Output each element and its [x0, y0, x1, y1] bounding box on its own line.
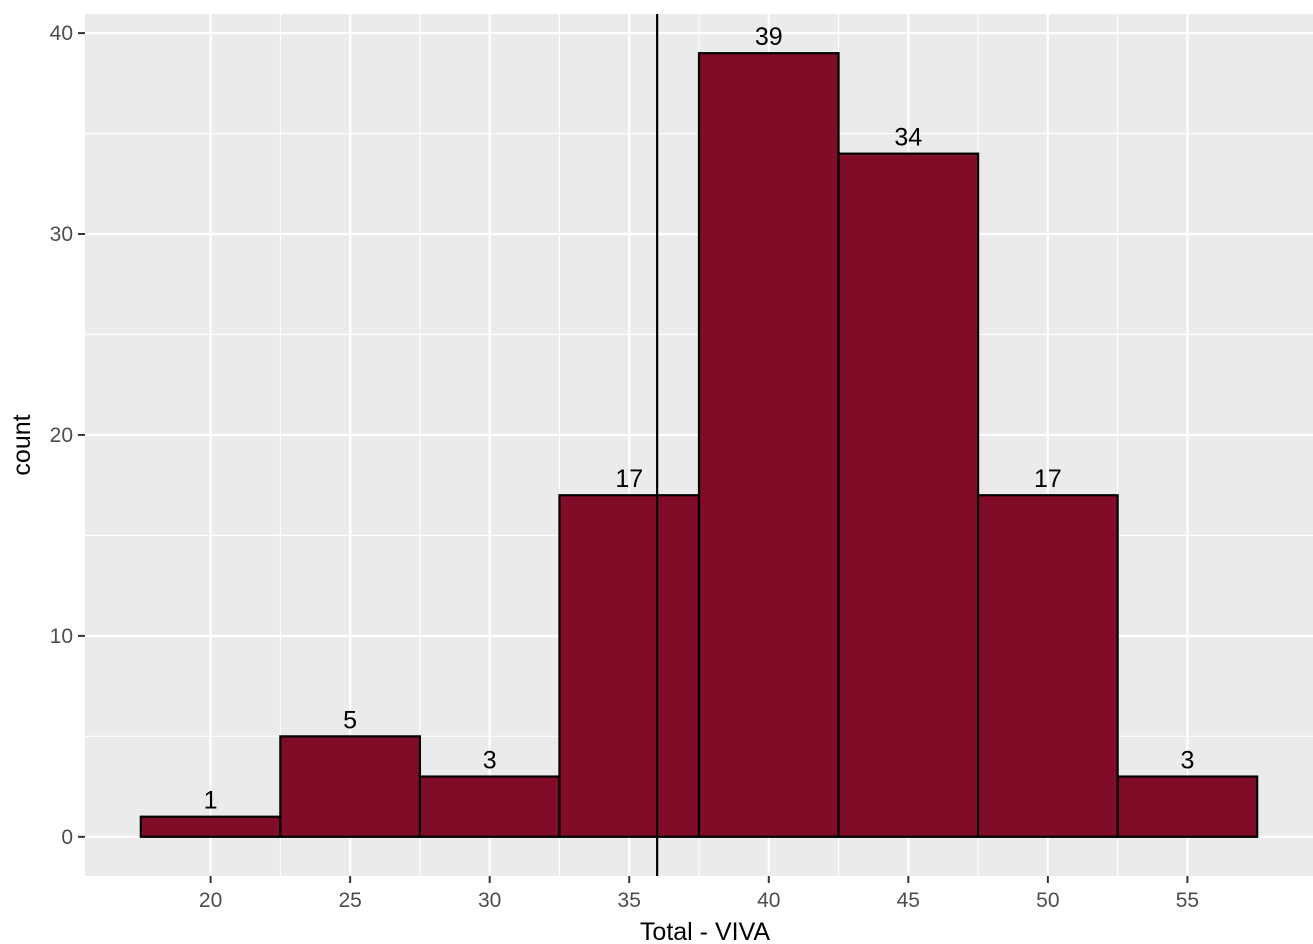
x-axis: 20 25 30 35 40 45 50 55: [199, 876, 1199, 912]
y-tick-label: 40: [50, 22, 73, 45]
bar-value-label: 17: [615, 465, 643, 493]
x-tick-label: 45: [897, 889, 920, 912]
x-axis-title: Total - VIVA: [640, 918, 770, 944]
bar-data-labels: 1 5 3 17 39 34 17 3: [204, 23, 1195, 815]
y-axis-title: count: [8, 414, 36, 475]
histogram-bar: [1116, 775, 1259, 838]
histogram-bar: [418, 775, 561, 838]
histogram-bar: [558, 494, 701, 838]
bar-value-label: 1: [204, 787, 218, 815]
y-tick-label: 0: [61, 826, 73, 849]
histogram-bars: [139, 52, 1259, 838]
bar-value-label: 5: [343, 706, 357, 734]
bar-value-label: 3: [1180, 747, 1194, 775]
x-tick-label: 25: [338, 889, 361, 912]
histogram-bar: [837, 152, 980, 838]
bar-value-label: 17: [1034, 465, 1062, 493]
y-tick-label: 10: [50, 625, 73, 648]
histogram-bar: [139, 815, 282, 838]
x-tick-label: 30: [478, 889, 501, 912]
x-tick-label: 20: [199, 889, 222, 912]
y-axis: 0 10 20 30 40: [50, 22, 85, 849]
histogram-bar: [697, 52, 840, 838]
bar-value-label: 34: [894, 124, 922, 152]
x-tick-label: 35: [618, 889, 641, 912]
bar-value-label: 3: [483, 747, 497, 775]
y-tick-label: 20: [50, 424, 73, 447]
x-tick-label: 50: [1036, 889, 1059, 912]
histogram-bar: [279, 735, 422, 838]
bar-value-label: 39: [755, 23, 783, 51]
x-tick-label: 55: [1176, 889, 1199, 912]
histogram-bar: [976, 494, 1119, 838]
x-tick-label: 40: [757, 889, 780, 912]
y-tick-label: 30: [50, 223, 73, 246]
